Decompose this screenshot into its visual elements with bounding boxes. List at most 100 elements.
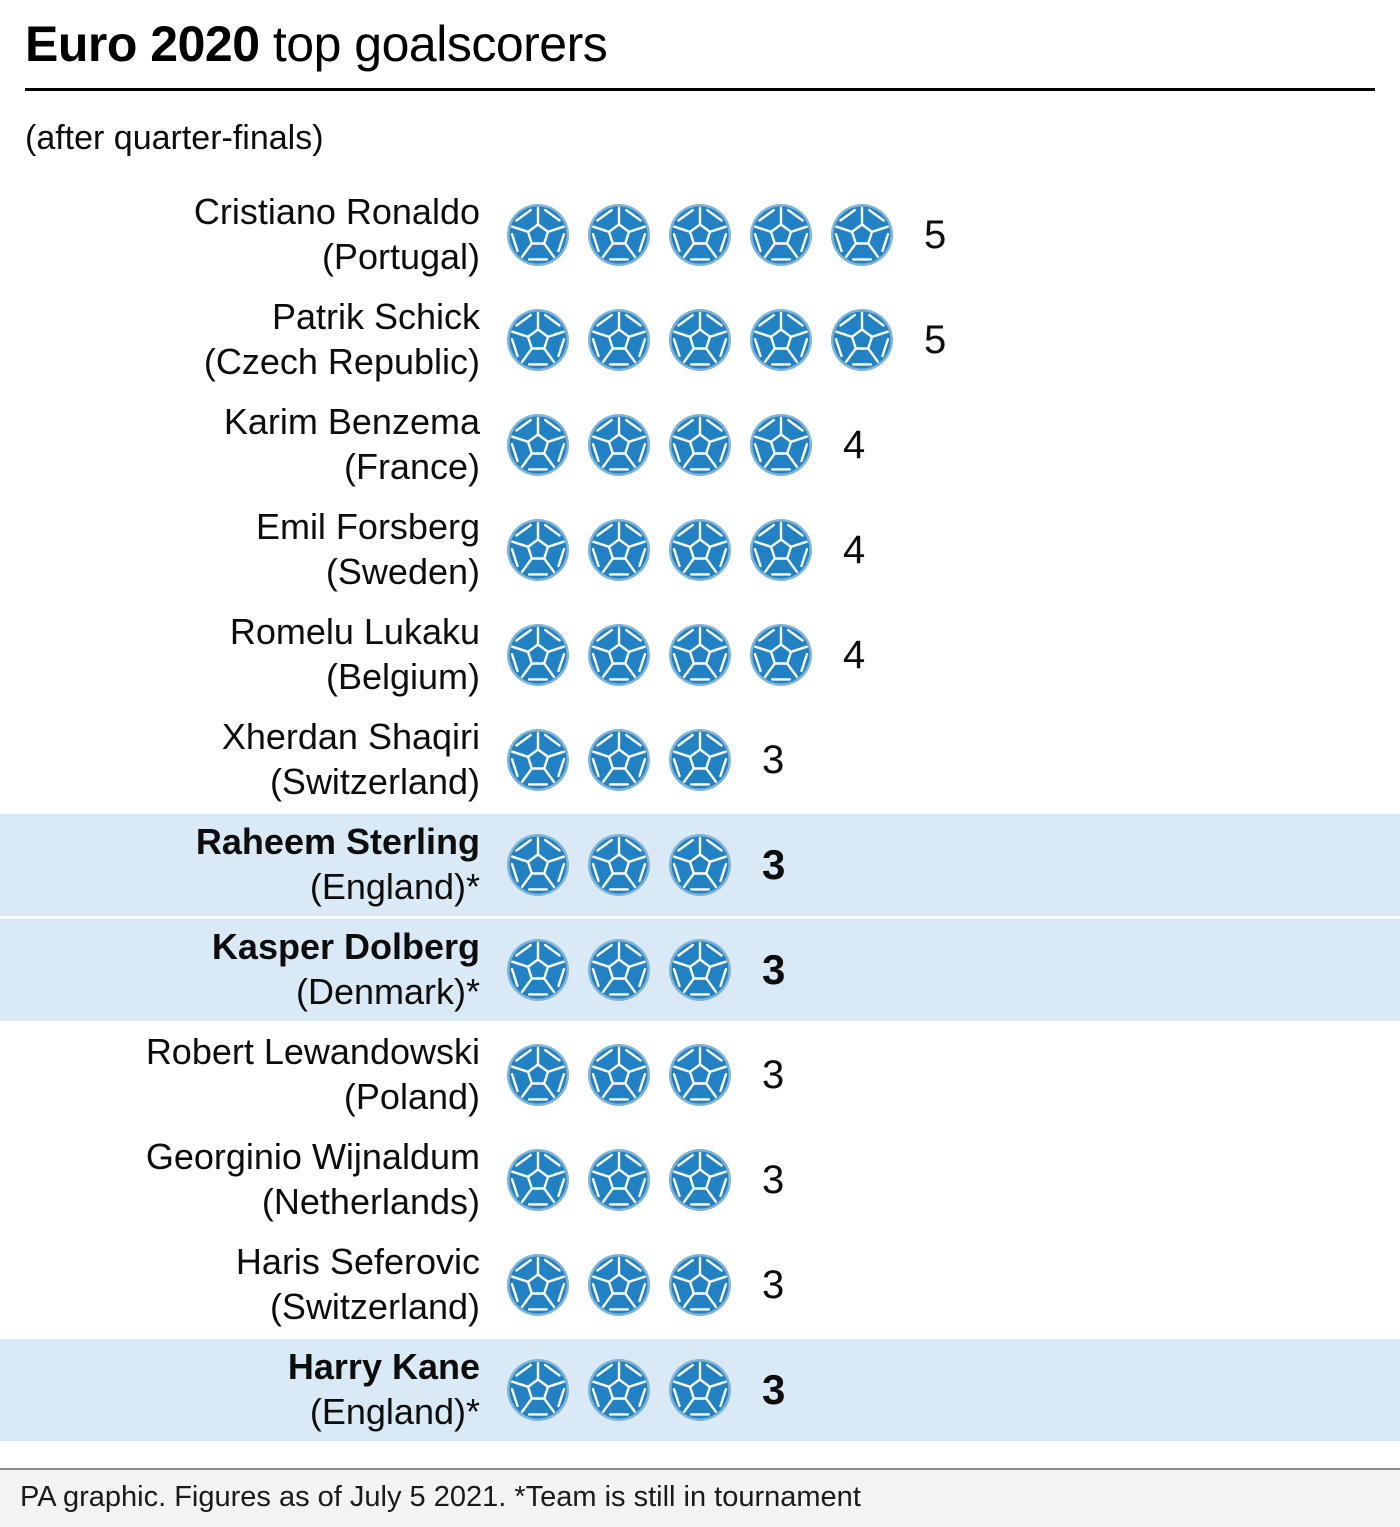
player-row: Romelu Lukaku (Belgium) 4 — [0, 604, 1400, 706]
goal-count: 5 — [924, 212, 947, 257]
player-row: Emil Forsberg (Sweden) 4 — [0, 499, 1400, 601]
player-label: Emil Forsberg (Sweden) — [0, 505, 480, 594]
goal-count: 3 — [762, 1157, 785, 1202]
football-icon — [587, 203, 651, 267]
goal-icons — [506, 833, 732, 897]
goal-icons — [506, 1043, 732, 1107]
subtitle: (after quarter-finals) — [25, 119, 324, 157]
goal-count: 4 — [843, 632, 866, 677]
football-icon — [749, 203, 813, 267]
football-icon — [749, 308, 813, 372]
footer-note: PA graphic. Figures as of July 5 2021. *… — [0, 1468, 1400, 1527]
football-icon — [668, 518, 732, 582]
goal-count: 5 — [924, 317, 947, 362]
player-name: Romelu Lukaku — [229, 611, 480, 653]
player-label: Harry Kane (England)* — [0, 1345, 480, 1434]
player-country: (France) — [343, 446, 480, 487]
player-label: Georginio Wijnaldum (Netherlands) — [0, 1135, 480, 1224]
player-label: Romelu Lukaku (Belgium) — [0, 610, 480, 699]
player-row: Robert Lewandowski (Poland) 3 — [0, 1024, 1400, 1126]
player-name: Patrik Schick — [271, 296, 480, 338]
football-icon — [506, 518, 570, 582]
title-rest: top goalscorers — [259, 16, 608, 72]
football-icon — [668, 1148, 732, 1212]
football-icon — [506, 1358, 570, 1422]
football-icon — [668, 1253, 732, 1317]
player-country: (Denmark)* — [295, 971, 480, 1012]
player-country: (Sweden) — [325, 551, 480, 592]
football-icon — [587, 833, 651, 897]
goal-icons — [506, 518, 813, 582]
goal-count: 3 — [762, 1262, 785, 1307]
football-icon — [749, 518, 813, 582]
goal-count: 3 — [762, 841, 786, 888]
title-emphasis: Euro 2020 — [25, 16, 260, 72]
goal-icons — [506, 728, 732, 792]
football-icon — [506, 1043, 570, 1107]
football-icon — [587, 308, 651, 372]
football-icon — [668, 728, 732, 792]
player-name: Harry Kane — [287, 1346, 480, 1388]
player-row: Karim Benzema (France) 4 — [0, 394, 1400, 496]
player-row: Patrik Schick (Czech Republic) 5 — [0, 289, 1400, 391]
football-icon — [749, 623, 813, 687]
player-label: Haris Seferovic (Switzerland) — [0, 1240, 480, 1329]
football-icon — [587, 1148, 651, 1212]
football-icon — [587, 1043, 651, 1107]
football-icon — [668, 413, 732, 477]
player-label: Raheem Sterling (England)* — [0, 820, 480, 909]
player-name: Xherdan Shaqiri — [221, 716, 480, 758]
goal-icons — [506, 1148, 732, 1212]
football-icon — [587, 413, 651, 477]
player-name: Robert Lewandowski — [145, 1031, 480, 1073]
goal-icons — [506, 413, 813, 477]
player-row: Haris Seferovic (Switzerland) 3 — [0, 1234, 1400, 1336]
player-row: Georginio Wijnaldum (Netherlands) 3 — [0, 1129, 1400, 1231]
football-icon — [830, 308, 894, 372]
player-name: Raheem Sterling — [195, 821, 480, 863]
goal-icons — [506, 938, 732, 1002]
football-icon — [587, 1253, 651, 1317]
player-name: Cristiano Ronaldo — [193, 191, 480, 233]
player-row: Xherdan Shaqiri (Switzerland) 3 — [0, 709, 1400, 811]
goal-icons — [506, 623, 813, 687]
goal-count: 3 — [762, 737, 785, 782]
football-icon — [668, 833, 732, 897]
football-icon — [668, 308, 732, 372]
player-country: (Switzerland) — [269, 1286, 480, 1327]
player-country: (Poland) — [343, 1076, 480, 1117]
goal-icons — [506, 1358, 732, 1422]
goal-icons — [506, 308, 894, 372]
player-label: Karim Benzema (France) — [0, 400, 480, 489]
goal-count: 3 — [762, 946, 786, 993]
football-icon — [668, 1043, 732, 1107]
player-row: Cristiano Ronaldo (Portugal) 5 — [0, 184, 1400, 286]
football-icon — [587, 623, 651, 687]
player-label: Xherdan Shaqiri (Switzerland) — [0, 715, 480, 804]
football-icon — [587, 518, 651, 582]
player-name: Karim Benzema — [223, 401, 480, 443]
player-label: Robert Lewandowski (Poland) — [0, 1030, 480, 1119]
page-title: Euro 2020 top goalscorers — [25, 16, 1375, 72]
player-country: (Netherlands) — [261, 1181, 480, 1222]
player-name: Haris Seferovic — [235, 1241, 480, 1283]
football-icon — [587, 938, 651, 1002]
football-icon — [506, 938, 570, 1002]
goalscorer-list: Cristiano Ronaldo (Portugal) 5 Patrik Sc… — [0, 184, 1400, 1441]
player-country: (Belgium) — [325, 656, 480, 697]
football-icon — [506, 1148, 570, 1212]
player-row: Harry Kane (England)* 3 — [0, 1339, 1400, 1441]
football-icon — [506, 623, 570, 687]
football-icon — [506, 833, 570, 897]
football-icon — [668, 938, 732, 1002]
player-label: Kasper Dolberg (Denmark)* — [0, 925, 480, 1014]
player-country: (Portugal) — [321, 236, 480, 277]
football-icon — [668, 623, 732, 687]
player-name: Georginio Wijnaldum — [145, 1136, 480, 1178]
football-icon — [506, 308, 570, 372]
football-icon — [668, 203, 732, 267]
goal-count: 4 — [843, 422, 866, 467]
goal-icons — [506, 203, 894, 267]
football-icon — [830, 203, 894, 267]
player-country: (Switzerland) — [269, 761, 480, 802]
